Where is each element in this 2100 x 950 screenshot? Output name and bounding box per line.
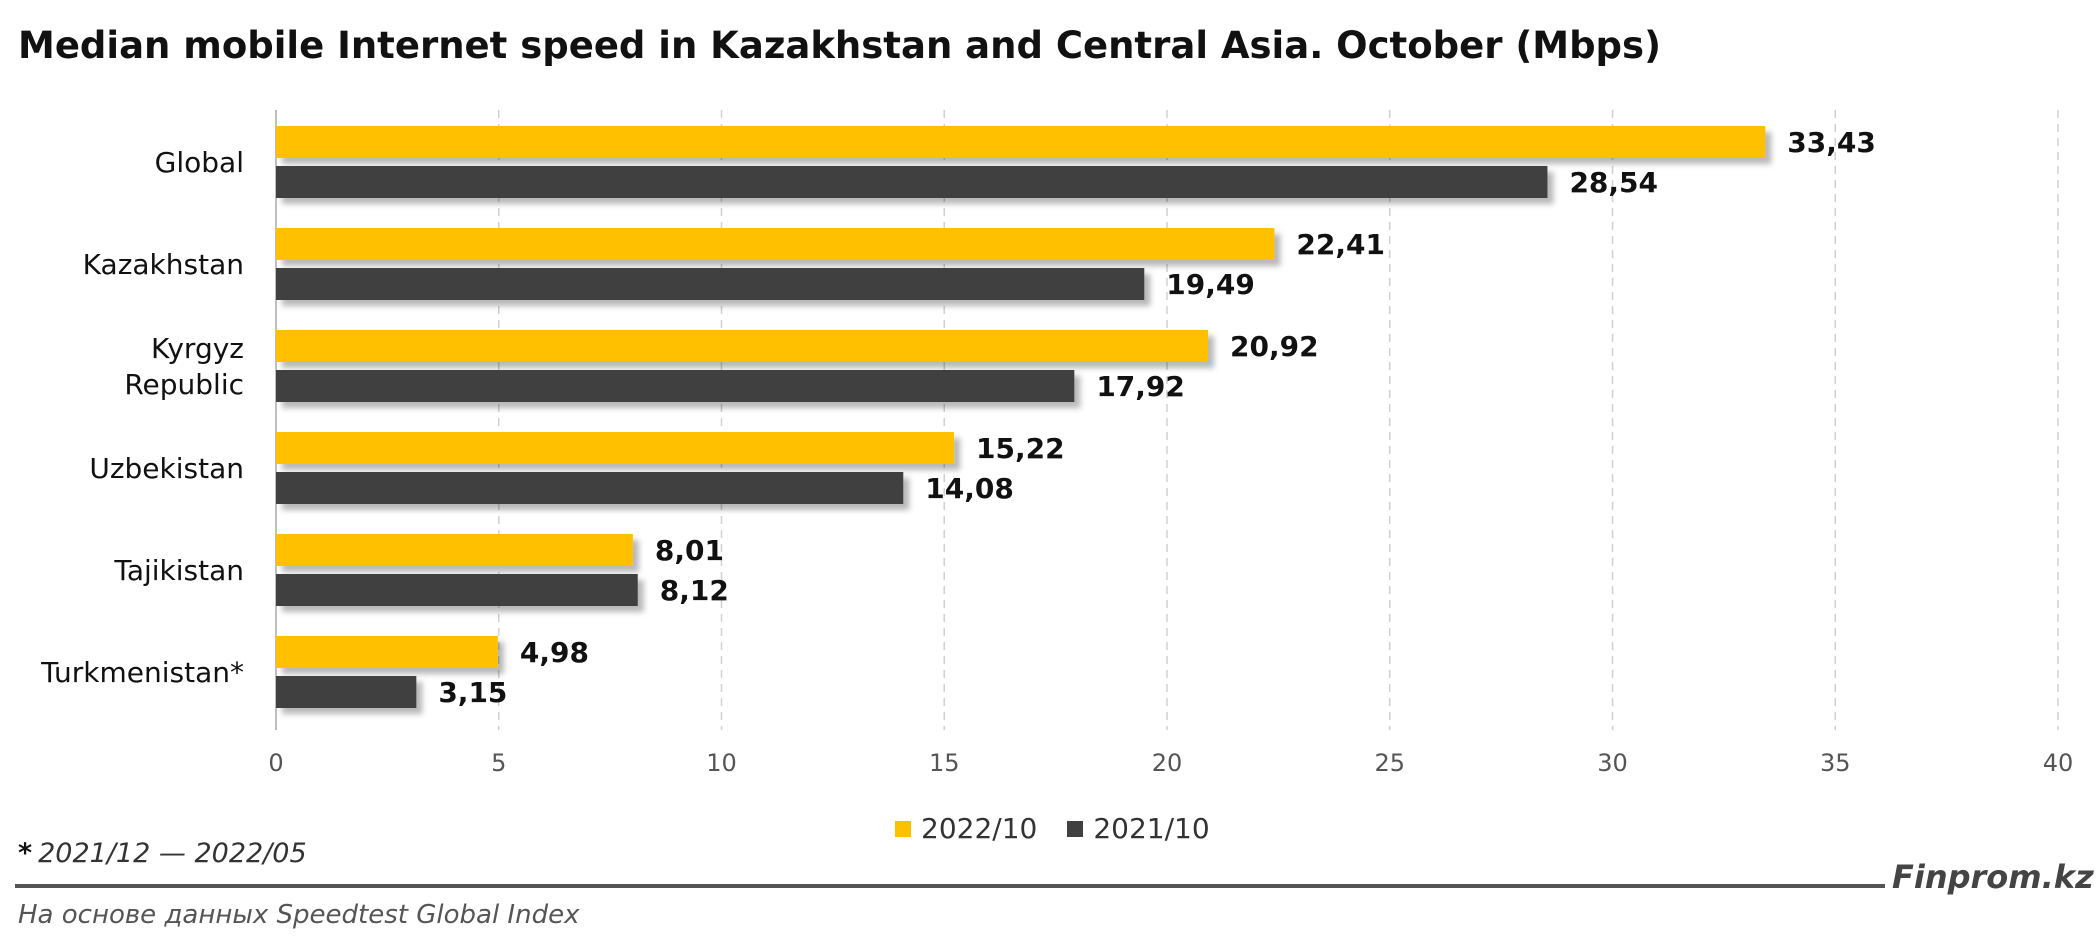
data-label: 3,15 [438, 676, 507, 709]
legend-item-2022: 2022/10 [895, 812, 1037, 845]
bar-2022-10 [276, 636, 498, 668]
category-label: Tajikistan [113, 554, 244, 587]
x-tick-label: 10 [706, 749, 737, 777]
bar-2021-10 [276, 676, 417, 708]
legend-swatch-2022 [895, 820, 911, 837]
x-tick-label: 40 [2043, 749, 2074, 777]
footnote-text: 2021/12 — 2022/05 [38, 838, 307, 869]
bars [276, 126, 1766, 708]
data-label: 19,49 [1166, 268, 1255, 301]
data-label: 33,43 [1787, 126, 1876, 159]
data-label: 8,01 [655, 534, 724, 567]
legend-swatch-2021 [1067, 820, 1084, 837]
footer-rule [15, 884, 1885, 888]
x-tick-label: 0 [268, 749, 283, 777]
data-label: 17,92 [1096, 370, 1185, 403]
data-label: 14,08 [925, 472, 1014, 505]
bar-2021-10 [276, 472, 904, 504]
data-label: 20,92 [1230, 330, 1319, 363]
legend-item-2021: 2021/10 [1067, 812, 1210, 845]
x-tick-label: 15 [929, 749, 960, 777]
chart-title: Median mobile Internet speed in Kazakhst… [18, 24, 1661, 67]
bar-2021-10 [276, 166, 1548, 198]
category-label: Republic [124, 368, 244, 401]
x-tick-label: 20 [1152, 749, 1183, 777]
x-tick-label: 35 [1820, 749, 1851, 777]
legend-label-2021: 2021/10 [1093, 812, 1210, 845]
legend: 2022/10 2021/10 [895, 812, 1210, 845]
brand-logo: Finprom.kz [1892, 858, 2094, 896]
category-label: Kyrgyz [151, 332, 244, 365]
x-tick-label: 5 [491, 749, 506, 777]
bar-2022-10 [276, 330, 1208, 362]
bar-2022-10 [276, 432, 955, 464]
legend-label-2022: 2022/10 [921, 812, 1038, 845]
bar-2021-10 [276, 370, 1075, 402]
labels: 0 5 10 15 20 25 30 35 40 33,43 28,54 Global 22,41 19,… [40, 126, 2073, 777]
data-label: 4,98 [520, 636, 589, 669]
data-label: 28,54 [1569, 166, 1658, 199]
data-label: 15,22 [976, 432, 1065, 465]
bar-2021-10 [276, 268, 1145, 300]
data-label: 8,12 [660, 574, 729, 607]
data-label: 22,41 [1296, 228, 1385, 261]
gridlines [275, 110, 2059, 730]
category-label: Kazakhstan [83, 248, 244, 281]
footnote-mark: * [18, 838, 33, 869]
bar-2022-10 [276, 126, 1766, 158]
x-tick-label: 30 [1597, 749, 1628, 777]
x-tick-label: 25 [1374, 749, 1405, 777]
footnote: * 2021/12 — 2022/05 [18, 838, 307, 869]
category-label: Uzbekistan [89, 452, 244, 485]
bar-2021-10 [276, 574, 638, 606]
category-label: Global [155, 146, 244, 179]
bar-2022-10 [276, 534, 633, 566]
source-note: На основе данных Speedtest Global Index [18, 900, 580, 930]
bar-2022-10 [276, 228, 1275, 260]
category-label: Turkmenistan* [40, 656, 244, 689]
